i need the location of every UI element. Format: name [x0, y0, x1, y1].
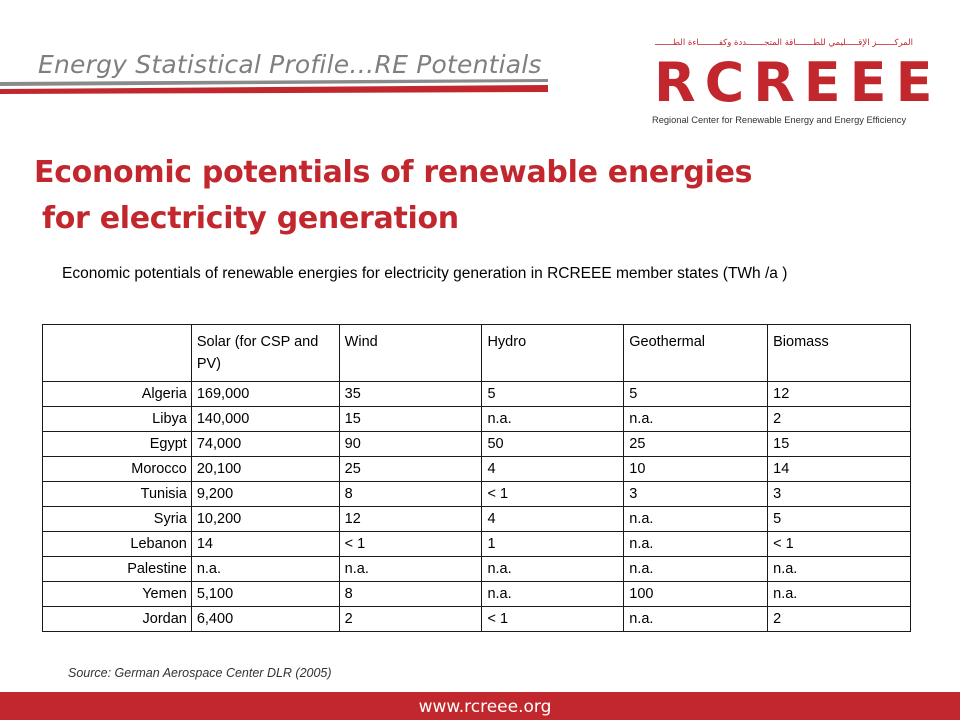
- country-cell: Algeria: [42, 381, 192, 407]
- wind-cell: 8: [338, 581, 483, 607]
- biomass-cell: 2: [767, 606, 911, 632]
- biomass-cell: < 1: [767, 531, 911, 557]
- country-cell: Yemen: [42, 581, 192, 607]
- header-underline: [0, 79, 548, 94]
- page-title: Economic potentials of renewable energie…: [34, 150, 752, 242]
- solar-cell: 74,000: [190, 431, 340, 457]
- wind-cell: n.a.: [338, 556, 483, 582]
- header-title: Energy Statistical Profile…RE Potentials: [38, 50, 542, 79]
- header-cell-geothermal: Geothermal: [623, 324, 769, 382]
- page-title-line-1: Economic potentials of renewable energie…: [34, 155, 753, 190]
- country-cell: Jordan: [42, 606, 192, 632]
- header-cell-biomass: Biomass: [767, 324, 911, 382]
- wind-cell: 12: [338, 506, 483, 532]
- header-underline-gray: [0, 79, 548, 86]
- logo-arabic-text: المركـــــــز الإقـــــليمي للطـــــــاق…: [655, 38, 913, 48]
- geothermal-cell: 25: [623, 431, 769, 457]
- wind-cell: 90: [338, 431, 483, 457]
- table-row: Morocco 20,100 25 4 10 14: [42, 456, 911, 482]
- geothermal-cell: 5: [623, 381, 769, 407]
- solar-cell: 5,100: [190, 581, 340, 607]
- solar-cell: 6,400: [190, 606, 340, 632]
- solar-cell: 20,100: [190, 456, 340, 482]
- country-cell: Syria: [42, 506, 192, 532]
- country-cell: Lebanon: [42, 531, 192, 557]
- table-row: Lebanon 14 < 1 1 n.a. < 1: [42, 531, 911, 557]
- geothermal-cell: n.a.: [623, 406, 769, 432]
- hydro-cell: 5: [481, 381, 625, 407]
- biomass-cell: 3: [767, 481, 911, 507]
- table-row: Libya 140,000 15 n.a. n.a. 2: [42, 406, 911, 432]
- header-cell-country: [42, 324, 192, 382]
- solar-cell: 140,000: [190, 406, 340, 432]
- solar-cell: 14: [190, 531, 340, 557]
- header-cell-solar: Solar (for CSP and PV): [190, 324, 340, 382]
- hydro-cell: 4: [481, 506, 625, 532]
- country-cell: Palestine: [42, 556, 192, 582]
- solar-cell: 10,200: [190, 506, 340, 532]
- geothermal-cell: 100: [623, 581, 769, 607]
- hydro-cell: 50: [481, 431, 625, 457]
- hydro-cell: n.a.: [481, 556, 625, 582]
- table-row: Egypt 74,000 90 50 25 15: [42, 431, 911, 457]
- solar-cell: 169,000: [190, 381, 340, 407]
- footer-bar: www.rcreee.org: [0, 692, 960, 720]
- biomass-cell: 15: [767, 431, 911, 457]
- table-row: Algeria 169,000 35 5 5 12: [42, 381, 911, 407]
- wind-cell: < 1: [338, 531, 483, 557]
- hydro-cell: n.a.: [481, 581, 625, 607]
- header-cell-hydro: Hydro: [481, 324, 625, 382]
- country-cell: Morocco: [42, 456, 192, 482]
- wind-cell: 8: [338, 481, 483, 507]
- biomass-cell: 5: [767, 506, 911, 532]
- geothermal-cell: n.a.: [623, 531, 769, 557]
- logo-subtitle: Regional Center for Renewable Energy and…: [652, 115, 907, 125]
- potentials-table: Solar (for CSP and PV) Wind Hydro Geothe…: [42, 324, 911, 632]
- hydro-cell: < 1: [481, 481, 625, 507]
- source-note: Source: German Aerospace Center DLR (200…: [68, 666, 332, 680]
- hydro-cell: n.a.: [481, 406, 625, 432]
- rcreee-logo: المركـــــــز الإقـــــليمي للطـــــــاق…: [650, 38, 932, 130]
- page-title-line-2: for electricity generation: [42, 201, 459, 236]
- header-cell-wind: Wind: [338, 324, 483, 382]
- header-underline-red: [0, 85, 548, 94]
- table-row: Tunisia 9,200 8 < 1 3 3: [42, 481, 911, 507]
- country-cell: Tunisia: [42, 481, 192, 507]
- table-row: Palestine n.a. n.a. n.a. n.a. n.a.: [42, 556, 911, 582]
- geothermal-cell: n.a.: [623, 556, 769, 582]
- geothermal-cell: n.a.: [623, 606, 769, 632]
- country-cell: Libya: [42, 406, 192, 432]
- solar-cell: n.a.: [190, 556, 340, 582]
- wind-cell: 2: [338, 606, 483, 632]
- wind-cell: 25: [338, 456, 483, 482]
- biomass-cell: 12: [767, 381, 911, 407]
- country-cell: Egypt: [42, 431, 192, 457]
- geothermal-cell: 10: [623, 456, 769, 482]
- hydro-cell: 4: [481, 456, 625, 482]
- table-row: Syria 10,200 12 4 n.a. 5: [42, 506, 911, 532]
- wind-cell: 35: [338, 381, 483, 407]
- solar-cell: 9,200: [190, 481, 340, 507]
- table-header-row: Solar (for CSP and PV) Wind Hydro Geothe…: [42, 324, 911, 382]
- table-row: Jordan 6,400 2 < 1 n.a. 2: [42, 606, 911, 632]
- biomass-cell: n.a.: [767, 581, 911, 607]
- geothermal-cell: 3: [623, 481, 769, 507]
- biomass-cell: 2: [767, 406, 911, 432]
- logo-mark: RCREEE: [654, 51, 942, 114]
- biomass-cell: n.a.: [767, 556, 911, 582]
- hydro-cell: < 1: [481, 606, 625, 632]
- biomass-cell: 14: [767, 456, 911, 482]
- wind-cell: 15: [338, 406, 483, 432]
- footer-url: www.rcreee.org: [418, 697, 552, 717]
- hydro-cell: 1: [481, 531, 625, 557]
- geothermal-cell: n.a.: [623, 506, 769, 532]
- table-row: Yemen 5,100 8 n.a. 100 n.a.: [42, 581, 911, 607]
- table-caption: Economic potentials of renewable energie…: [62, 265, 788, 282]
